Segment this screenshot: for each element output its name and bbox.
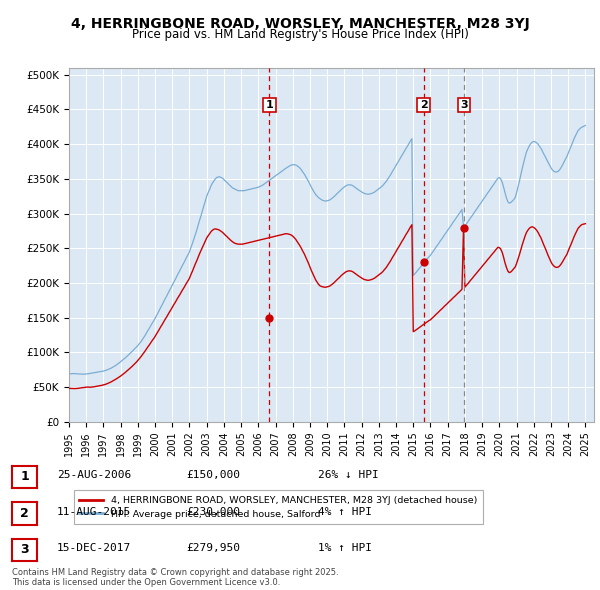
Text: 2: 2 <box>420 100 428 110</box>
Text: 4, HERRINGBONE ROAD, WORSLEY, MANCHESTER, M28 3YJ: 4, HERRINGBONE ROAD, WORSLEY, MANCHESTER… <box>71 17 529 31</box>
Text: Price paid vs. HM Land Registry's House Price Index (HPI): Price paid vs. HM Land Registry's House … <box>131 28 469 41</box>
Text: 1: 1 <box>266 100 274 110</box>
Text: £150,000: £150,000 <box>186 470 240 480</box>
Text: 26% ↓ HPI: 26% ↓ HPI <box>318 470 379 480</box>
Text: £279,950: £279,950 <box>186 543 240 553</box>
Text: Contains HM Land Registry data © Crown copyright and database right 2025.
This d: Contains HM Land Registry data © Crown c… <box>12 568 338 587</box>
Text: 11-AUG-2015: 11-AUG-2015 <box>57 507 131 516</box>
Text: £230,000: £230,000 <box>186 507 240 516</box>
Text: 2: 2 <box>20 507 29 520</box>
Text: 3: 3 <box>20 543 29 556</box>
Legend: 4, HERRINGBONE ROAD, WORSLEY, MANCHESTER, M28 3YJ (detached house), HPI: Average: 4, HERRINGBONE ROAD, WORSLEY, MANCHESTER… <box>74 490 482 525</box>
Text: 4% ↑ HPI: 4% ↑ HPI <box>318 507 372 516</box>
Text: 25-AUG-2006: 25-AUG-2006 <box>57 470 131 480</box>
Text: 3: 3 <box>460 100 468 110</box>
Text: 1: 1 <box>20 470 29 483</box>
Text: 1% ↑ HPI: 1% ↑ HPI <box>318 543 372 553</box>
Text: 15-DEC-2017: 15-DEC-2017 <box>57 543 131 553</box>
